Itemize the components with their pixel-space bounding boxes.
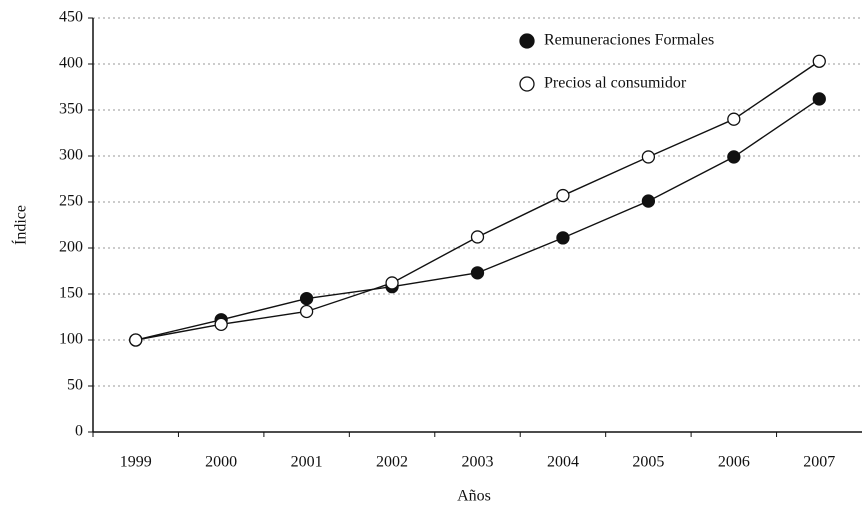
x-tick-label: 2007 — [803, 454, 835, 471]
x-tick-label: 2002 — [376, 454, 408, 471]
x-tick-label: 2000 — [205, 454, 237, 471]
x-tick-label: 2001 — [291, 454, 323, 471]
y-tick-label: 400 — [59, 55, 83, 72]
data-point — [129, 333, 143, 347]
data-point — [812, 54, 826, 68]
data-point — [299, 291, 314, 306]
data-point — [727, 150, 741, 164]
y-tick-label: 100 — [59, 331, 83, 348]
legend-marker — [519, 76, 535, 92]
data-point — [470, 266, 485, 280]
y-axis-label: Índice — [11, 205, 30, 245]
series-line — [135, 98, 820, 341]
data-point — [641, 150, 656, 164]
x-tick-label: 2003 — [462, 454, 494, 471]
data-point — [299, 304, 314, 319]
y-tick-label: 250 — [59, 193, 83, 210]
legend-marker — [519, 33, 535, 49]
y-tick-label: 450 — [59, 9, 83, 26]
x-tick-label: 2005 — [632, 454, 664, 471]
x-tick-label: 2006 — [718, 454, 750, 471]
data-point — [727, 112, 741, 126]
data-point — [385, 276, 399, 290]
x-tick-label: 1999 — [120, 454, 152, 471]
data-point — [470, 230, 485, 244]
data-point — [641, 194, 656, 208]
legend-label: Remuneraciones Formales — [544, 32, 714, 49]
data-point — [812, 92, 826, 106]
x-tick-label: 2004 — [547, 454, 579, 471]
y-tick-label: 200 — [59, 239, 83, 256]
legend-label: Precios al consumidor — [544, 75, 687, 92]
y-tick-label: 50 — [67, 377, 83, 394]
y-tick-label: 0 — [75, 423, 83, 440]
y-tick-label: 150 — [59, 285, 83, 302]
x-axis-label: Años — [457, 488, 491, 505]
data-point — [556, 188, 570, 203]
series-line — [135, 60, 820, 341]
data-point — [214, 317, 228, 332]
y-tick-label: 350 — [59, 101, 83, 118]
y-tick-label: 300 — [59, 147, 83, 164]
data-point — [556, 231, 570, 245]
